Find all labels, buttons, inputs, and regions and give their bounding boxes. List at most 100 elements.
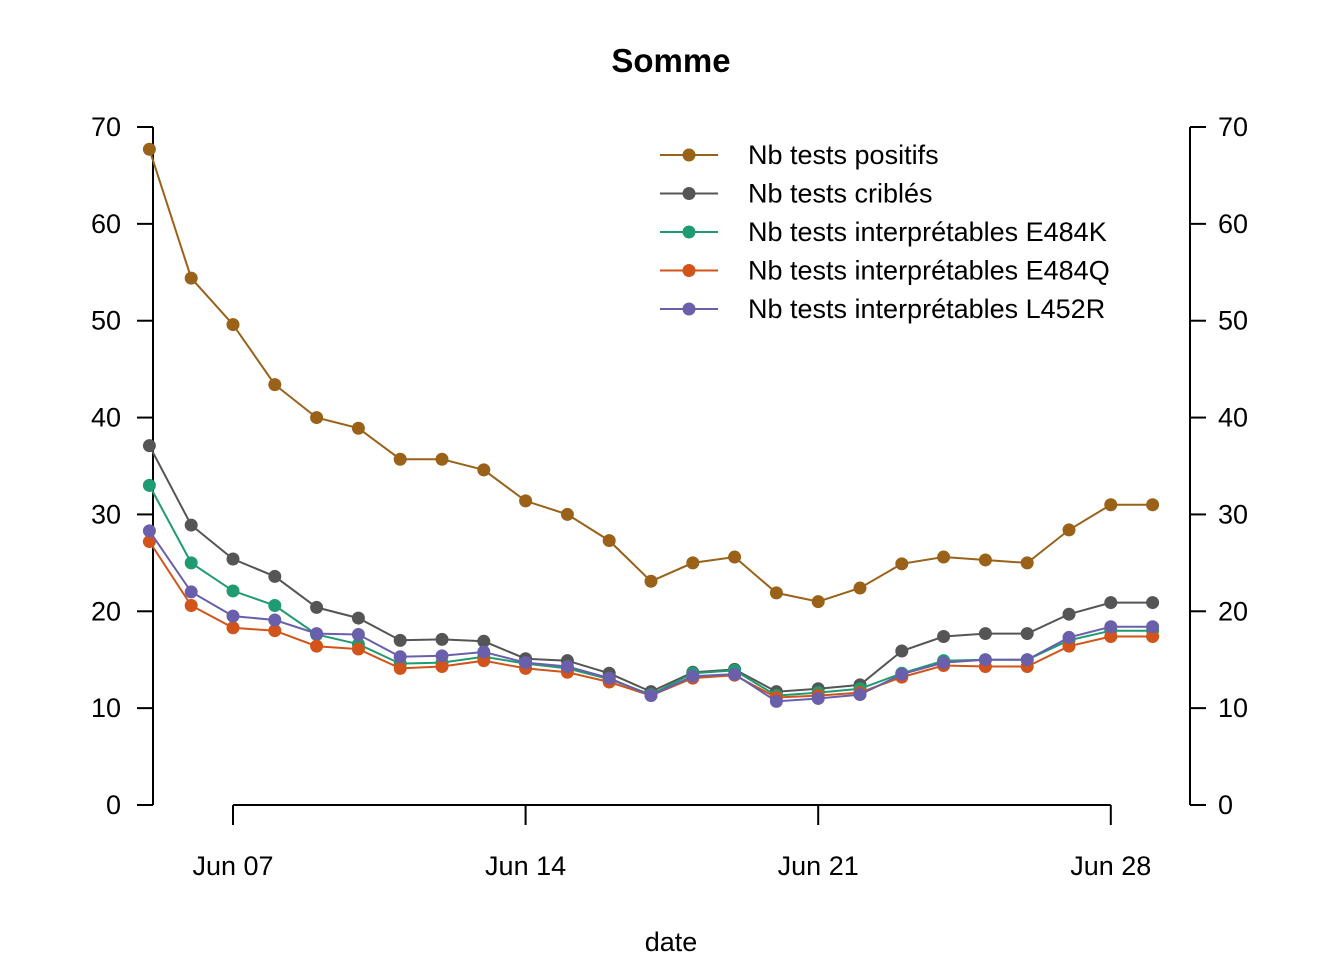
data-point [142,524,156,538]
legend-swatch-point [682,264,696,277]
data-point [937,656,951,670]
data-point [895,557,909,571]
data-point [226,609,240,623]
data-point [268,378,282,392]
data-point [226,621,240,635]
x-tick-label: Jun 28 [1070,851,1151,881]
data-point [184,585,198,599]
data-point [853,688,867,702]
x-tick-label: Jun 14 [485,851,566,881]
left-y-tick-label: 20 [91,596,121,626]
legend-label: Nb tests positifs [748,140,939,170]
data-point [142,439,156,453]
data-point [978,653,992,667]
legend-item: Nb tests interprétables L452R [660,294,1105,324]
data-point [1020,556,1034,570]
right-y-axis: 0 10 20 30 40 50 60 70 [1189,112,1248,820]
legend-label: Nb tests interprétables E484K [748,217,1107,247]
data-point [519,656,533,670]
legend-label: Nb tests interprétables L452R [748,294,1105,324]
series-line [148,445,1153,693]
left-y-tick-label: 10 [91,693,121,723]
data-point [1146,596,1160,610]
data-point [686,669,700,683]
right-y-tick-label: 50 [1218,306,1248,336]
legend-swatch-point [682,302,696,316]
data-point [978,553,992,567]
data-point [393,650,407,664]
right-y-tick-label: 20 [1218,596,1248,626]
series-5 [142,524,1160,708]
data-point [560,507,574,521]
data-point [1020,653,1034,667]
left-y-tick-label: 0 [106,790,121,820]
data-point [1104,620,1118,634]
data-point [351,628,365,642]
data-point [937,629,951,643]
data-point [853,581,867,595]
data-point [1146,498,1160,512]
data-point [435,649,449,663]
data-point [477,645,491,659]
legend-item: Nb tests criblés [660,179,933,209]
data-point [1146,620,1160,634]
series-line [148,484,1153,697]
data-point [268,624,282,638]
x-tick-label: Jun 07 [192,851,273,881]
data-point [895,667,909,681]
data-point [184,556,198,570]
data-point [477,634,491,648]
data-point [1104,629,1118,643]
legend-item: Nb tests positifs [660,140,939,170]
left-y-tick-label: 60 [91,209,121,239]
data-point [142,478,156,492]
legend: Nb tests positifs Nb tests criblés Nb test… [660,140,1110,324]
data-point [226,584,240,598]
data-point [728,550,742,564]
data-point [978,627,992,641]
data-point [560,659,574,673]
data-point [644,574,658,588]
data-point [142,535,156,549]
data-point [184,598,198,612]
data-point [310,639,324,653]
data-point [226,552,240,566]
x-axis-label: date [645,927,698,957]
data-point [351,611,365,625]
data-point [602,671,616,685]
data-point [1062,607,1076,621]
data-point [477,463,491,477]
right-y-tick-label: 70 [1218,112,1248,142]
legend-swatch-point [682,187,696,200]
left-y-axis: 0 10 20 30 40 50 60 70 [91,112,154,820]
data-point [351,421,365,435]
series-line [148,540,1153,699]
x-tick-label: Jun 21 [778,851,859,881]
legend-item: Nb tests interprétables E484K [660,217,1107,247]
data-point [895,644,909,658]
legend-swatch-point [682,225,696,239]
data-point [268,598,282,612]
data-point [602,534,616,548]
data-point [769,586,783,600]
data-point [811,595,825,609]
data-point [1146,629,1160,643]
data-point [519,494,533,508]
data-point [268,613,282,627]
data-point [184,271,198,285]
series-layer [142,142,1160,708]
data-point [393,633,407,647]
right-y-tick-label: 10 [1218,693,1248,723]
right-y-tick-label: 30 [1218,499,1248,529]
data-point [769,694,783,708]
data-point [1062,523,1076,537]
data-point [142,142,156,156]
legend-swatch-point [682,148,696,162]
x-axis: Jun 07 Jun 14 Jun 21 Jun 28 [192,804,1151,881]
legend-item: Nb tests interprétables E484Q [660,256,1110,286]
data-point [310,411,324,425]
right-y-tick-label: 60 [1218,209,1248,239]
data-point [393,452,407,466]
data-point [435,452,449,466]
